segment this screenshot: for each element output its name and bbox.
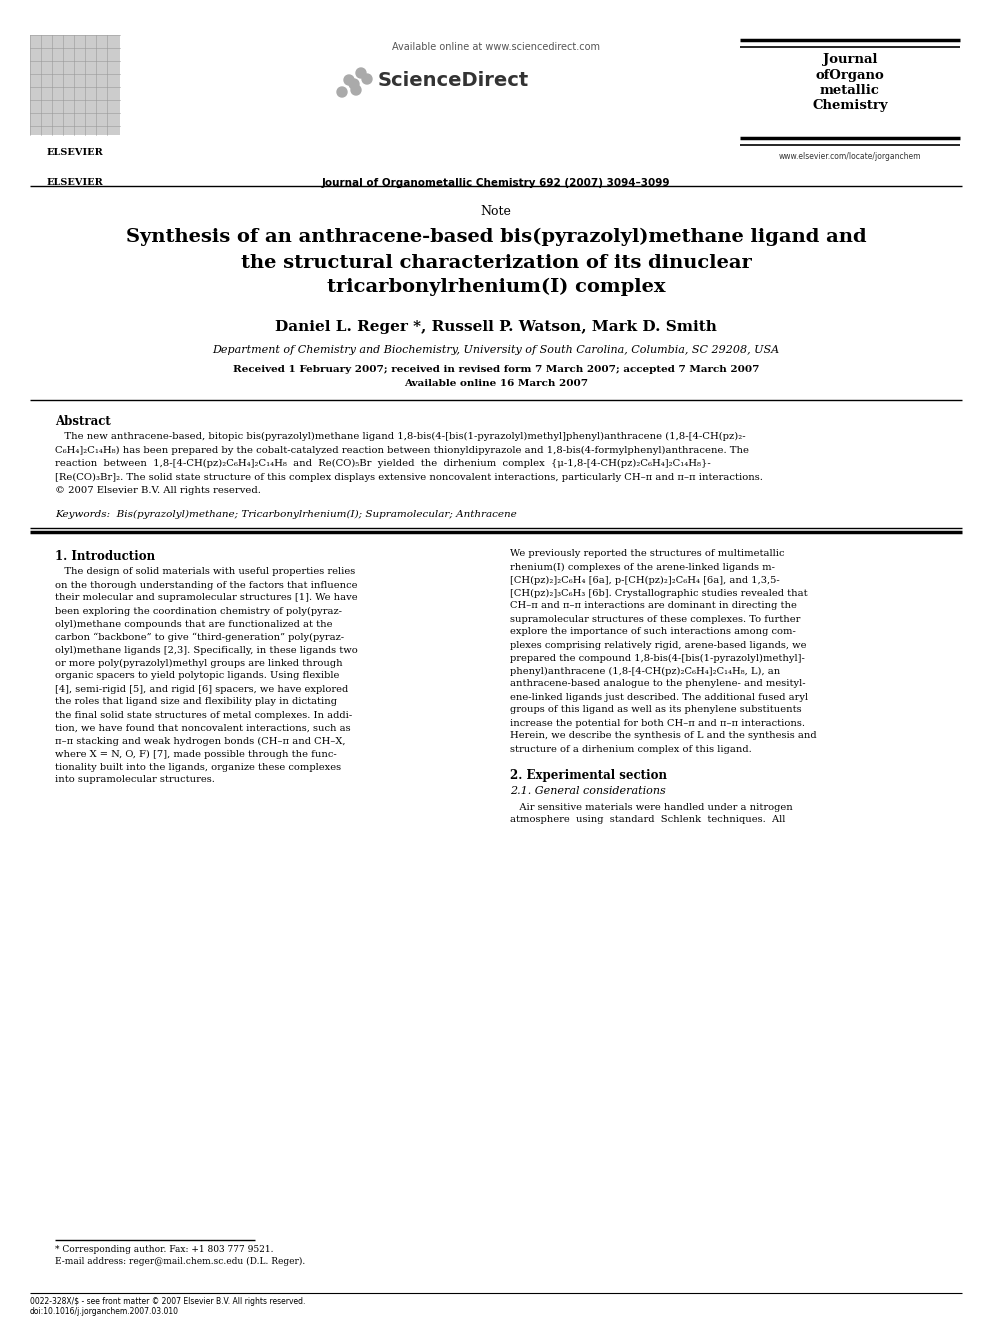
Text: the final solid state structures of metal complexes. In addi-: the final solid state structures of meta… [55,710,352,720]
Circle shape [337,87,347,97]
Circle shape [349,79,359,89]
Text: CH–π and π–π interactions are dominant in directing the: CH–π and π–π interactions are dominant i… [510,602,797,610]
Text: reaction  between  1,8-[4-CH(pz)₂C₆H₄]₂C₁₄H₈  and  Re(CO)₅Br  yielded  the  dirh: reaction between 1,8-[4-CH(pz)₂C₆H₄]₂C₁₄… [55,459,710,468]
Text: We previously reported the structures of multimetallic: We previously reported the structures of… [510,549,785,558]
Text: Available online at www.sciencedirect.com: Available online at www.sciencedirect.co… [392,42,600,52]
Text: the structural characterization of its dinuclear: the structural characterization of its d… [241,254,751,273]
Text: structure of a dirhenium complex of this ligand.: structure of a dirhenium complex of this… [510,745,752,754]
Text: ELSEVIER: ELSEVIER [47,148,103,157]
Text: Received 1 February 2007; received in revised form 7 March 2007; accepted 7 Marc: Received 1 February 2007; received in re… [233,365,759,374]
Text: Journal
ofOrgano
metallic
Chemistry: Journal ofOrgano metallic Chemistry [812,53,888,112]
Text: or more poly(pyrazolyl)methyl groups are linked through: or more poly(pyrazolyl)methyl groups are… [55,659,342,668]
Text: tion, we have found that noncovalent interactions, such as: tion, we have found that noncovalent int… [55,724,350,733]
Text: C₆H₄]₂C₁₄H₈) has been prepared by the cobalt-catalyzed reaction between thionyld: C₆H₄]₂C₁₄H₈) has been prepared by the co… [55,446,749,455]
Text: on the thorough understanding of the factors that influence: on the thorough understanding of the fac… [55,581,357,590]
Text: doi:10.1016/j.jorganchem.2007.03.010: doi:10.1016/j.jorganchem.2007.03.010 [30,1307,179,1316]
Text: olyl)methane ligands [2,3]. Specifically, in these ligands two: olyl)methane ligands [2,3]. Specifically… [55,646,358,655]
Circle shape [356,67,366,78]
Text: phenyl)anthracene (1,8-[4-CH(pz)₂C₆H₄]₂C₁₄H₈, L), an: phenyl)anthracene (1,8-[4-CH(pz)₂C₆H₄]₂C… [510,667,781,676]
Text: into supramolecular structures.: into supramolecular structures. [55,775,215,785]
Text: 0022-328X/$ - see front matter © 2007 Elsevier B.V. All rights reserved.: 0022-328X/$ - see front matter © 2007 El… [30,1297,306,1306]
Text: rhenium(I) complexes of the arene-linked ligands m-: rhenium(I) complexes of the arene-linked… [510,562,775,572]
Text: tionality built into the ligands, organize these complexes: tionality built into the ligands, organi… [55,762,341,771]
Text: ScienceDirect: ScienceDirect [378,70,530,90]
Text: 2. Experimental section: 2. Experimental section [510,770,667,782]
Text: prepared the compound 1,8-bis(4-[bis(1-pyrazolyl)methyl]-: prepared the compound 1,8-bis(4-[bis(1-p… [510,654,805,663]
Text: © 2007 Elsevier B.V. All rights reserved.: © 2007 Elsevier B.V. All rights reserved… [55,486,261,495]
Text: 1. Introduction: 1. Introduction [55,549,155,562]
Text: Abstract: Abstract [55,415,111,429]
Text: The new anthracene-based, bitopic bis(pyrazolyl)methane ligand 1,8-bis(4-[bis(1-: The new anthracene-based, bitopic bis(py… [55,433,746,441]
Text: plexes comprising relatively rigid, arene-based ligands, we: plexes comprising relatively rigid, aren… [510,640,806,650]
Text: Keywords:  Bis(pyrazolyl)methane; Tricarbonylrhenium(I); Supramolecular; Anthrac: Keywords: Bis(pyrazolyl)methane; Tricarb… [55,509,517,519]
Text: explore the importance of such interactions among com-: explore the importance of such interacti… [510,627,796,636]
Text: Synthesis of an anthracene-based bis(pyrazolyl)methane ligand and: Synthesis of an anthracene-based bis(pyr… [126,228,866,246]
Text: 2.1. General considerations: 2.1. General considerations [510,786,666,796]
Text: olyl)methane compounds that are functionalized at the: olyl)methane compounds that are function… [55,619,332,628]
Text: The design of solid materials with useful properties relies: The design of solid materials with usefu… [55,568,355,577]
Text: Daniel L. Reger *, Russell P. Watson, Mark D. Smith: Daniel L. Reger *, Russell P. Watson, Ma… [275,320,717,333]
Text: atmosphere  using  standard  Schlenk  techniques.  All: atmosphere using standard Schlenk techni… [510,815,786,824]
Text: [CH(pz)₂]₃C₆H₃ [6b]. Crystallographic studies revealed that: [CH(pz)₂]₃C₆H₃ [6b]. Crystallographic st… [510,589,807,598]
Text: [4], semi-rigid [5], and rigid [6] spacers, we have explored: [4], semi-rigid [5], and rigid [6] space… [55,684,348,693]
Text: supramolecular structures of these complexes. To further: supramolecular structures of these compl… [510,614,801,623]
Text: been exploring the coordination chemistry of poly(pyraz-: been exploring the coordination chemistr… [55,606,342,615]
Text: [CH(pz)₂]₂C₆H₄ [6a], p-[CH(pz)₂]₂C₆H₄ [6a], and 1,3,5-: [CH(pz)₂]₂C₆H₄ [6a], p-[CH(pz)₂]₂C₆H₄ [6… [510,576,780,585]
Bar [30,34,120,135]
Text: anthracene-based analogue to the phenylene- and mesityl-: anthracene-based analogue to the phenyle… [510,680,806,688]
Text: www.elsevier.com/locate/jorganchem: www.elsevier.com/locate/jorganchem [779,152,922,161]
Text: their molecular and supramolecular structures [1]. We have: their molecular and supramolecular struc… [55,594,358,602]
Circle shape [362,74,372,83]
Text: Journal of Organometallic Chemistry 692 (2007) 3094–3099: Journal of Organometallic Chemistry 692 … [321,179,671,188]
Circle shape [344,75,354,85]
Text: Note: Note [480,205,512,218]
Text: Department of Chemistry and Biochemistry, University of South Carolina, Columbia: Department of Chemistry and Biochemistry… [212,345,780,355]
Text: Available online 16 March 2007: Available online 16 March 2007 [404,378,588,388]
Text: the roles that ligand size and flexibility play in dictating: the roles that ligand size and flexibili… [55,697,337,706]
Text: tricarbonylrhenium(I) complex: tricarbonylrhenium(I) complex [326,278,666,296]
Text: * Corresponding author. Fax: +1 803 777 9521.: * Corresponding author. Fax: +1 803 777 … [55,1245,274,1254]
Text: [Re(CO)₃Br]₂. The solid state structure of this complex displays extensive nonco: [Re(CO)₃Br]₂. The solid state structure … [55,472,763,482]
Circle shape [351,85,361,95]
Text: groups of this ligand as well as its phenylene substituents: groups of this ligand as well as its phe… [510,705,802,714]
Text: increase the potential for both CH–π and π–π interactions.: increase the potential for both CH–π and… [510,718,805,728]
Text: where X = N, O, F) [7], made possible through the func-: where X = N, O, F) [7], made possible th… [55,750,336,758]
Text: carbon “backbone” to give “third-generation” poly(pyraz-: carbon “backbone” to give “third-generat… [55,632,344,642]
Text: π–π stacking and weak hydrogen bonds (CH–π and CH–X,: π–π stacking and weak hydrogen bonds (CH… [55,737,345,746]
Text: Herein, we describe the synthesis of L and the synthesis and: Herein, we describe the synthesis of L a… [510,732,816,741]
Text: E-mail address: reger@mail.chem.sc.edu (D.L. Reger).: E-mail address: reger@mail.chem.sc.edu (… [55,1257,306,1266]
Text: Air sensitive materials were handled under a nitrogen: Air sensitive materials were handled und… [510,803,793,811]
Text: organic spacers to yield polytopic ligands. Using flexible: organic spacers to yield polytopic ligan… [55,672,339,680]
Text: ene-linked ligands just described. The additional fused aryl: ene-linked ligands just described. The a… [510,692,808,701]
Text: ELSEVIER: ELSEVIER [47,179,103,187]
